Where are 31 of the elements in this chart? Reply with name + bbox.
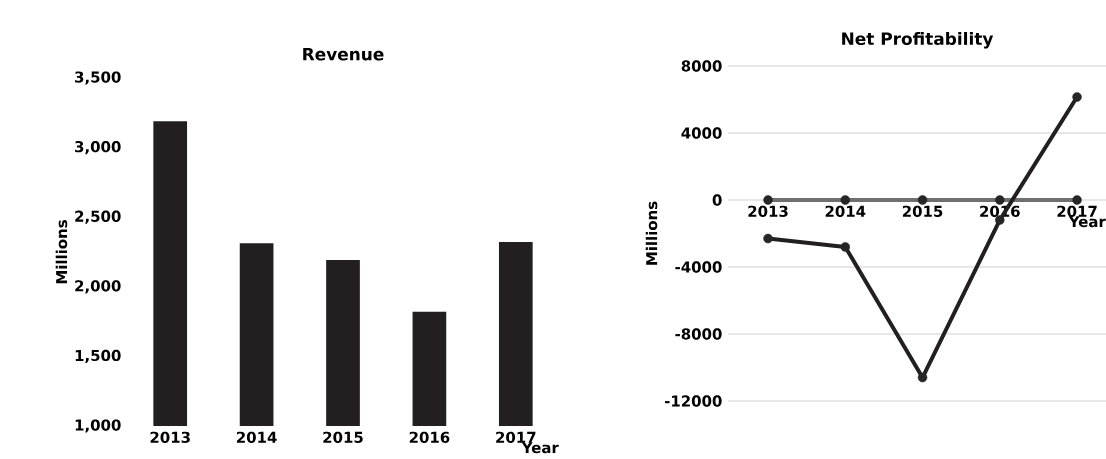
chart-title: Net Profitability bbox=[842, 32, 994, 49]
point bbox=[763, 233, 773, 244]
x-tick-label: 2015 bbox=[323, 431, 363, 443]
y-tick-label: 3,000 bbox=[75, 140, 121, 155]
x-tick-label: 2014 bbox=[825, 205, 866, 217]
y-tick-label: 3,500 bbox=[75, 71, 121, 85]
x-tick-label: 2014 bbox=[236, 431, 277, 443]
y-axis-title: Millions bbox=[55, 220, 68, 284]
y-tick-label: -12000 bbox=[664, 395, 722, 407]
chart-title: Revenue bbox=[303, 47, 384, 61]
y-tick-label: -8000 bbox=[675, 328, 722, 340]
y-tick-label: 8000 bbox=[681, 60, 722, 72]
y-tick-label: 0 bbox=[712, 194, 722, 206]
point bbox=[1072, 92, 1082, 102]
point bbox=[917, 372, 928, 383]
y-tick-label: 2,000 bbox=[75, 280, 121, 294]
x-tick-label: 2016 bbox=[409, 431, 450, 443]
y-tick-label: 1,500 bbox=[75, 349, 121, 364]
x-tick-label: 2013 bbox=[150, 431, 190, 443]
y-tick-label: 4000 bbox=[681, 127, 722, 139]
y-tick-label: 2,500 bbox=[75, 210, 121, 224]
point bbox=[840, 242, 851, 252]
x-axis-title: Year bbox=[521, 442, 559, 454]
x-axis-title: Year bbox=[1068, 216, 1106, 228]
x-tick-label: 2015 bbox=[902, 205, 943, 217]
x-tick-label: 2013 bbox=[748, 205, 788, 217]
y-axis-title: Millions bbox=[645, 201, 658, 265]
x-tick-label: 2017 bbox=[496, 431, 536, 443]
y-tick-label: 1,000 bbox=[75, 419, 121, 433]
x-tick-label: 2017 bbox=[1057, 205, 1097, 217]
y-tick-label: -4000 bbox=[675, 261, 722, 273]
